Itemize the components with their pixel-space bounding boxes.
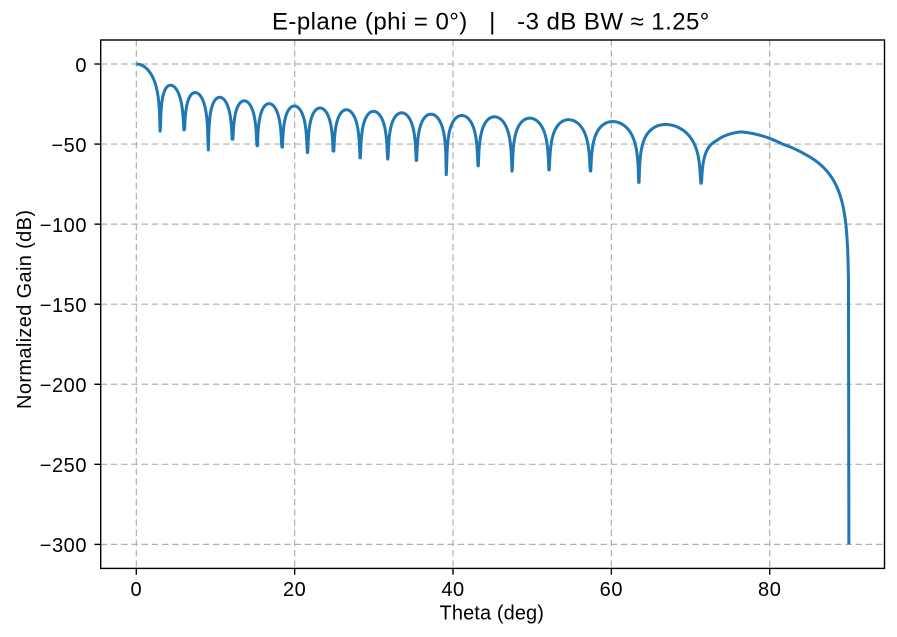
svg-text:E-plane (phi = 0°) | -3 dB: E-plane (phi = 0°) | -3 dB BW ≈ 1.25° — [272, 8, 710, 35]
svg-text:Theta (deg): Theta (deg) — [440, 603, 545, 625]
svg-text:80: 80 — [758, 579, 781, 601]
svg-text:20: 20 — [283, 579, 306, 601]
svg-text:−100: −100 — [40, 215, 87, 237]
svg-text:0: 0 — [130, 579, 142, 601]
svg-text:−300: −300 — [40, 535, 87, 557]
svg-text:−150: −150 — [40, 295, 87, 317]
svg-text:Normalized Gain (dB): Normalized Gain (dB) — [14, 210, 36, 409]
svg-text:0: 0 — [75, 55, 87, 77]
svg-text:−200: −200 — [40, 375, 87, 397]
svg-text:60: 60 — [600, 579, 623, 601]
svg-text:40: 40 — [441, 579, 464, 601]
svg-text:−250: −250 — [40, 455, 87, 477]
svg-text:−50: −50 — [51, 135, 87, 157]
